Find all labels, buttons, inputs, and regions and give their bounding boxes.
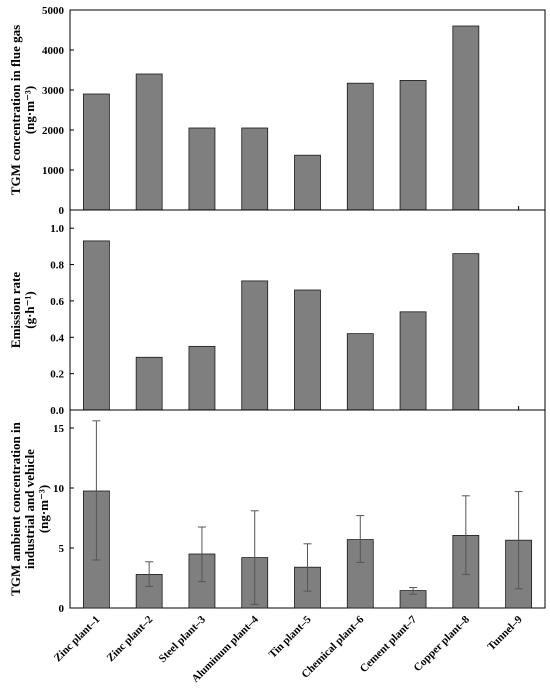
panel-3-ytick-label: 10 (53, 483, 65, 495)
panel-1-ytick-label: 5000 (42, 5, 65, 17)
panel-1-ytick-label: 1000 (42, 165, 65, 177)
panel-1-ytick-label: 4000 (42, 45, 65, 57)
category-label: Zinc plant–2 (105, 613, 156, 664)
category-label: Cement plant–7 (358, 613, 420, 675)
panel-2-ytick-label: 0.6 (50, 296, 64, 308)
panel-3-ylabel: industrial and vehicle (22, 449, 37, 569)
bar (346, 82, 374, 211)
panel-2-ytick-label: 1.0 (50, 223, 64, 235)
panel-1-ylabel: TGM concentration in flue gas (8, 25, 23, 195)
bar (241, 127, 269, 211)
bar (452, 25, 480, 211)
panel-3-ylabel: (ng·m⁻³) (36, 485, 51, 533)
bar (135, 356, 163, 411)
panel-2-ytick-label: 0.2 (50, 369, 64, 381)
bar (82, 240, 110, 411)
panel-2-ylabel: Emission rate (8, 272, 23, 348)
category-label: Steel plant–3 (157, 613, 209, 665)
category-label: Tunnel–9 (485, 613, 525, 653)
panel-3-ytick-label: 5 (59, 543, 65, 555)
category-label: Tin plant–5 (267, 613, 314, 660)
bar (294, 289, 321, 411)
panel-1-ytick-label: 0 (59, 205, 65, 217)
panel-1-ytick-label: 3000 (42, 85, 65, 97)
bar (346, 333, 374, 411)
panel-1-ylabel: (ng·m⁻³) (22, 86, 37, 134)
bar (135, 73, 163, 211)
bar (399, 80, 427, 211)
panel-2-ylabel: (g·h⁻¹) (22, 291, 37, 328)
panel-2-ytick-label: 0.8 (50, 260, 64, 272)
panel-3-ytick-label: 15 (53, 423, 65, 435)
bar (188, 345, 216, 411)
category-label: Copper plant–8 (412, 613, 473, 674)
panel-3-ylabel: TGM ambient concentration in (8, 421, 23, 595)
panel-3-ytick-label: 0 (59, 603, 65, 615)
bar (399, 311, 427, 411)
category-label: Zinc plant–1 (52, 614, 103, 665)
bar (294, 154, 321, 211)
bar (82, 93, 110, 211)
panel-2-ytick-label: 0.4 (50, 332, 64, 344)
bar (452, 253, 480, 411)
panel-2-ytick-label: 0.0 (50, 405, 64, 417)
bar (241, 280, 269, 411)
panel-1-ytick-label: 2000 (42, 125, 65, 137)
bar (188, 127, 216, 211)
